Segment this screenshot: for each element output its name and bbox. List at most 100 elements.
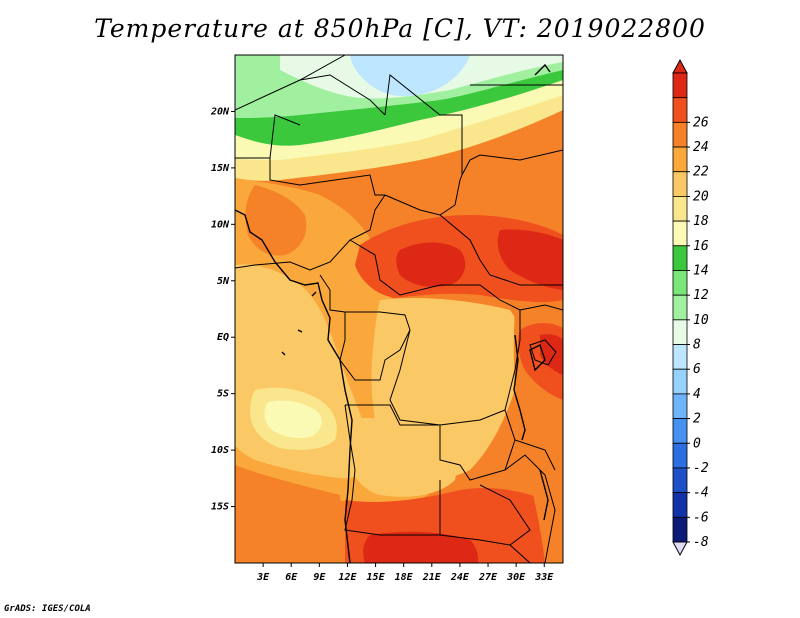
border-line <box>299 74 386 116</box>
region-northeast-orange <box>438 125 563 230</box>
region-south-light-orange <box>345 418 457 497</box>
colorbar-bin <box>672 467 688 494</box>
coastline <box>235 209 353 563</box>
colorbar-label: -8 <box>693 535 709 550</box>
colorbar-bin <box>672 171 688 197</box>
y-tick-label: 20N <box>210 106 230 117</box>
border-line <box>519 304 563 311</box>
colorbar-label: 20 <box>693 189 709 204</box>
credit-text: GrADS: IGES/COLA <box>4 604 91 614</box>
x-tick-label: 15E <box>367 572 386 583</box>
region-kalahari-hottest <box>363 531 479 563</box>
colorbar-label: 14 <box>693 263 709 278</box>
y-tick-label: 5N <box>217 276 230 287</box>
y-tick-label: 10N <box>211 219 230 230</box>
colorbar-label: 24 <box>693 140 709 155</box>
x-tick-label: 30E <box>506 572 526 583</box>
x-tick-label: 12E <box>338 572 357 583</box>
colorbar-label: 0 <box>693 436 701 451</box>
colorbar-bin <box>672 344 688 370</box>
y-tick-label: 5S <box>217 389 229 400</box>
colorbar-label: 2 <box>693 412 701 427</box>
x-tick-label: 21E <box>422 572 442 583</box>
colorbar-bin <box>672 245 688 271</box>
colorbar-bin <box>672 294 688 321</box>
colorbar-label: 4 <box>693 387 701 402</box>
region-southwest-pale <box>264 400 322 438</box>
colorbar-bin <box>672 72 688 99</box>
colorbar-bin <box>672 97 688 123</box>
x-tick-label: 6E <box>285 572 298 583</box>
border-line <box>504 454 556 563</box>
colorbar-bin <box>672 442 688 469</box>
region-east-hot <box>497 229 563 290</box>
colorbar-label: 22 <box>693 165 709 180</box>
y-tick-label: 15S <box>211 502 229 513</box>
colorbar-label: 8 <box>693 338 701 353</box>
map-title: Temperature at 850hPa [C], VT: 201902280… <box>94 14 706 43</box>
border-line <box>509 544 531 563</box>
region-angola-orange <box>235 465 345 563</box>
x-axis-ticks: 3E 6E 9E 12E 15E 18E 21E 24E 27E 30E 33E <box>256 563 554 583</box>
colorbar-bin <box>672 368 688 395</box>
y-tick-label: 15N <box>211 163 230 174</box>
colorbar-label: 18 <box>693 214 709 229</box>
border-line <box>384 149 563 216</box>
colorbar-bin <box>672 319 688 345</box>
band-northern-light-blue <box>350 55 470 97</box>
colorbar-bin <box>672 196 688 222</box>
colorbar-bin <box>672 492 688 518</box>
colorbar-label: -2 <box>693 461 709 476</box>
x-tick-label: 9E <box>313 572 326 583</box>
country-borders <box>235 55 563 563</box>
border-line <box>235 194 386 271</box>
temperature-field <box>235 55 563 563</box>
x-tick-label: 3E <box>256 572 270 583</box>
colorbar-bin <box>672 270 688 296</box>
colorbar-bin <box>672 418 688 444</box>
lake-outline <box>539 469 549 521</box>
lake-outline <box>529 344 546 372</box>
colorbar-bin <box>672 121 688 148</box>
colorbar-bin <box>672 393 688 419</box>
y-axis-ticks: 20N 15N 10N 5N EQ 5S 10S 15S <box>210 106 235 513</box>
coastlines <box>235 63 551 563</box>
map-frame <box>234 54 564 564</box>
x-tick-label: 24E <box>450 572 470 583</box>
region-far-east-hot <box>540 334 563 375</box>
border-line <box>345 404 516 481</box>
border-line <box>235 114 301 159</box>
colorbar-label: 16 <box>693 239 709 254</box>
x-tick-label: 18E <box>395 572 414 583</box>
region-car-hot <box>396 242 466 287</box>
lake-outline <box>513 334 526 441</box>
border-line <box>269 158 385 196</box>
colorbar-bin <box>672 220 688 247</box>
border-line <box>339 312 411 381</box>
border-line <box>389 329 506 426</box>
x-tick-label: 27E <box>478 572 498 583</box>
colorbar-label: 12 <box>693 288 709 303</box>
colorbar-bin <box>672 516 688 543</box>
y-tick-label: EQ <box>217 332 229 343</box>
border-line <box>529 339 557 366</box>
lake-outline <box>281 291 317 356</box>
x-tick-label: 33E <box>534 572 554 583</box>
y-tick-label: 10S <box>211 445 229 456</box>
colorbar-over-arrow <box>672 58 688 74</box>
colorbar-label: 10 <box>693 313 709 328</box>
border-line <box>439 480 531 546</box>
border-line <box>504 310 556 471</box>
colorbar-label: 6 <box>693 362 701 377</box>
border-line <box>439 214 563 286</box>
colorbar-under-arrow <box>672 541 688 557</box>
colorbar-label: -4 <box>693 486 709 501</box>
border-line <box>384 74 463 175</box>
border-line <box>349 239 521 311</box>
colorbar-label: 26 <box>693 115 709 130</box>
region-nigeria-orange <box>245 185 307 256</box>
colorbar-bin <box>672 146 688 173</box>
lake-outline <box>534 63 551 76</box>
